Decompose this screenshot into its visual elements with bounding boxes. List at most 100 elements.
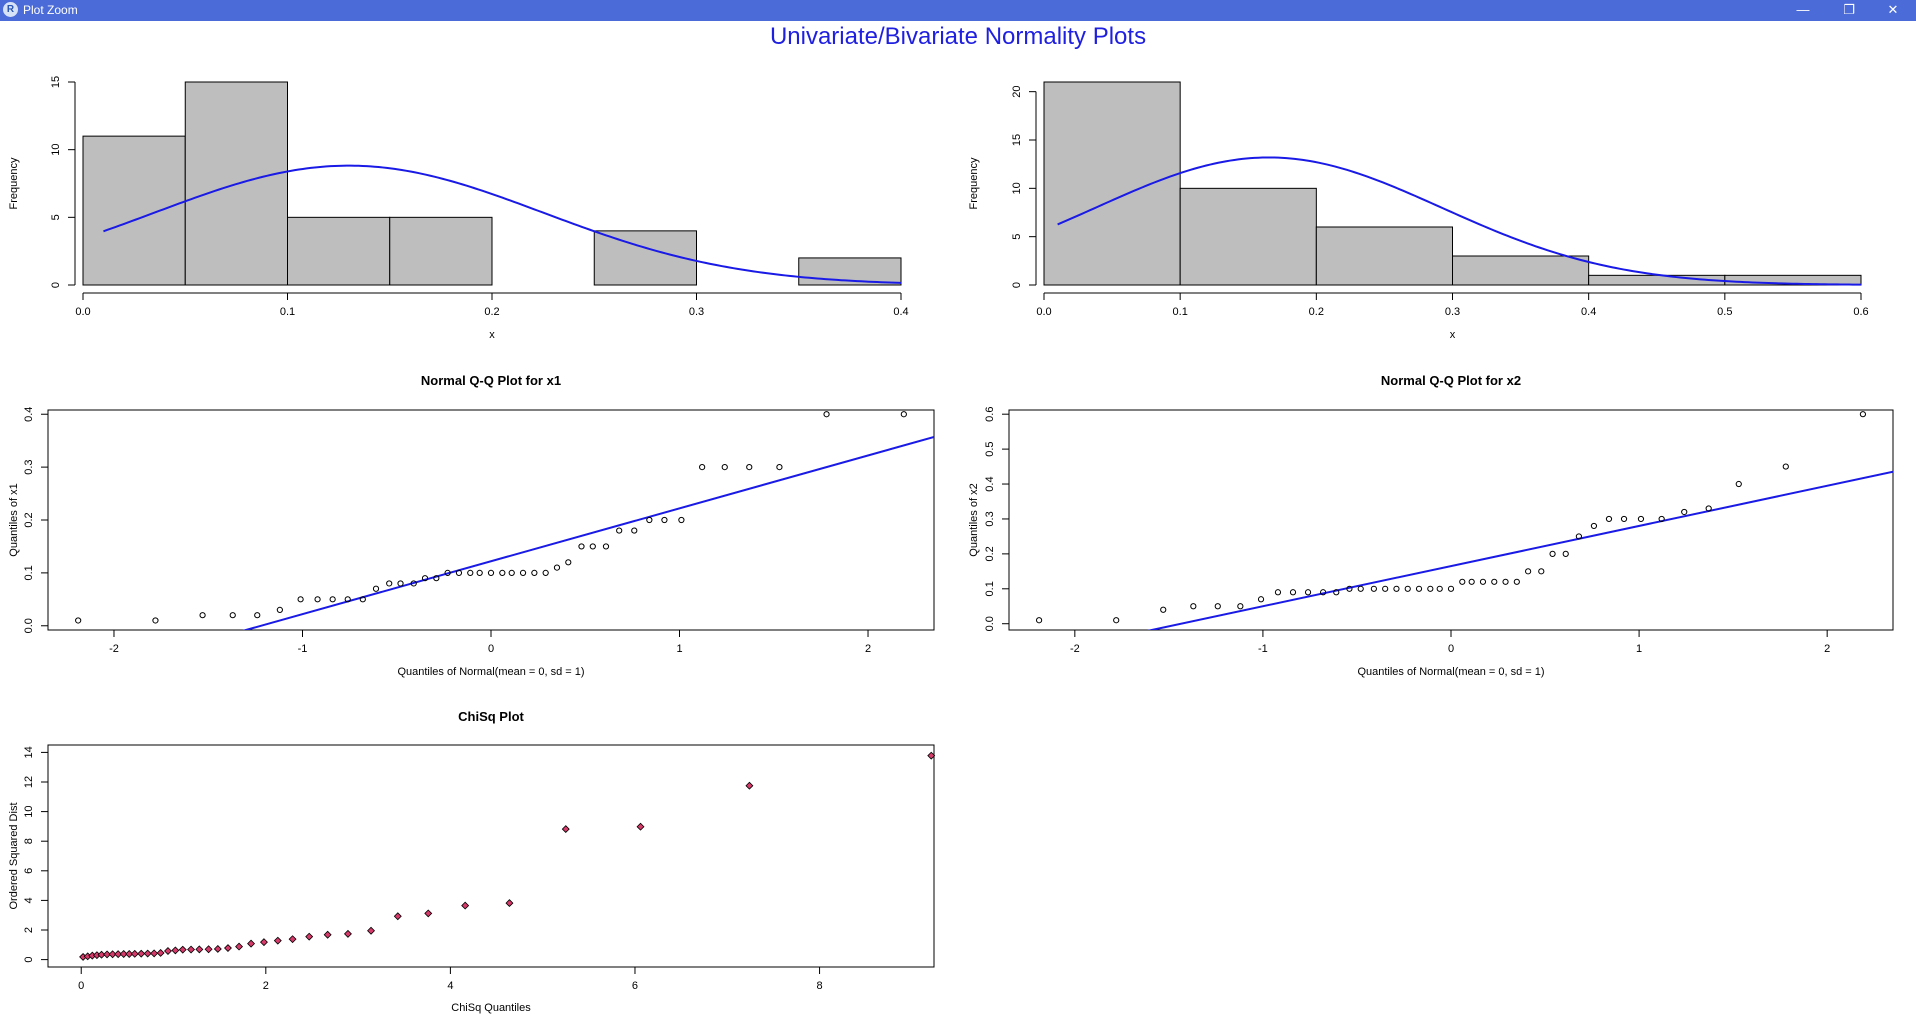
qq-point bbox=[1502, 578, 1509, 585]
qq-point bbox=[1370, 585, 1377, 592]
restore-button[interactable]: ❐ bbox=[1843, 2, 1855, 17]
qq-point bbox=[721, 464, 728, 471]
y-tick-label: 4 bbox=[23, 897, 35, 903]
chisq-point bbox=[343, 929, 352, 938]
x-tick-label: 8 bbox=[816, 980, 822, 992]
qq-point bbox=[1562, 550, 1569, 557]
qq-point bbox=[372, 585, 380, 592]
qq-point bbox=[254, 612, 261, 619]
qq-point bbox=[746, 464, 753, 471]
y-tick-label: 0.6 bbox=[984, 407, 996, 422]
minimize-button[interactable]: — bbox=[1796, 2, 1810, 17]
qq-point bbox=[1491, 578, 1498, 585]
y-tick-label: 0.1 bbox=[984, 581, 996, 596]
y-tick-label: 0.5 bbox=[984, 441, 996, 456]
x-axis: 0 2 4 6 8 bbox=[78, 967, 823, 992]
qq-point bbox=[602, 543, 610, 550]
x-tick-label: 0.1 bbox=[280, 306, 295, 318]
x-tick-label: 0.5 bbox=[1717, 306, 1732, 318]
histogram-bar bbox=[1179, 187, 1317, 286]
qq-point bbox=[1735, 480, 1742, 488]
y-tick-label: 20 bbox=[1011, 86, 1023, 98]
chisq-point bbox=[561, 825, 570, 834]
x-axis: -2 -1 0 1 2 bbox=[1070, 630, 1830, 655]
y-tick-label: 10 bbox=[50, 144, 62, 156]
qq-point bbox=[1404, 585, 1411, 592]
chisq-point bbox=[178, 945, 187, 954]
qq-point bbox=[1274, 589, 1282, 596]
y-tick-label: 0.0 bbox=[23, 618, 35, 633]
qq-point bbox=[1190, 603, 1197, 610]
close-button[interactable]: ✕ bbox=[1887, 2, 1899, 17]
chisq-point bbox=[273, 936, 282, 945]
x-tick-label: 0.1 bbox=[1173, 306, 1188, 318]
chisq-point bbox=[305, 932, 314, 941]
qq-point bbox=[565, 559, 572, 566]
y-tick-label: 0.0 bbox=[984, 616, 996, 631]
chisq-point bbox=[288, 935, 297, 944]
qq-point bbox=[1575, 533, 1582, 540]
plot-frame bbox=[1008, 409, 1894, 631]
qq-point bbox=[1658, 515, 1665, 523]
qq-point bbox=[699, 464, 706, 471]
x-tick-label: -1 bbox=[298, 643, 308, 655]
x-tick-label: 4 bbox=[447, 980, 453, 992]
x-tick-label: 0 bbox=[1448, 643, 1454, 655]
qq-point bbox=[661, 516, 668, 524]
qq-point bbox=[467, 569, 474, 576]
y-tick-label: 0.3 bbox=[984, 511, 996, 526]
qq-point bbox=[508, 569, 515, 576]
qq-point bbox=[900, 411, 907, 418]
chisq-point bbox=[323, 930, 332, 939]
x-tick-label: 0.4 bbox=[893, 306, 908, 318]
y-tick-label: 0.2 bbox=[23, 512, 35, 527]
x-tick-label: 0.2 bbox=[1309, 306, 1324, 318]
plot-frame bbox=[47, 744, 935, 968]
qq-point bbox=[1782, 463, 1789, 470]
qq-point bbox=[476, 569, 483, 576]
y-axis: 0.0 0.1 0.2 0.3 0.4 0.5 0.6 bbox=[984, 407, 1009, 631]
qq-point bbox=[578, 543, 585, 550]
chisq-point bbox=[164, 947, 172, 955]
qq-point bbox=[1427, 585, 1434, 592]
window-title: Plot Zoom bbox=[23, 3, 78, 17]
window-titlebar: R Plot Zoom — ❐ ✕ bbox=[0, 0, 1916, 21]
chisq-point bbox=[130, 949, 139, 958]
qq-point bbox=[1468, 578, 1475, 585]
x-tick-label: 0 bbox=[488, 643, 494, 655]
y-tick-label: 0 bbox=[50, 282, 62, 288]
chisq-point bbox=[247, 939, 256, 948]
x-axis: 0.0 0.1 0.2 0.3 0.4 bbox=[75, 292, 909, 318]
x-tick-label: 0.2 bbox=[484, 306, 499, 318]
qq-point bbox=[1320, 589, 1327, 596]
x-tick-label: -2 bbox=[1070, 643, 1080, 655]
chisq-point bbox=[150, 949, 159, 958]
chisq-point bbox=[259, 938, 268, 947]
qq-point bbox=[1304, 589, 1312, 596]
histogram-bar bbox=[1452, 255, 1590, 286]
y-axis: 0 5 10 15 20 bbox=[1011, 86, 1037, 288]
qq-point bbox=[1237, 603, 1244, 610]
chisq-point bbox=[461, 901, 470, 910]
chisq-point bbox=[505, 899, 514, 908]
chisq-point bbox=[156, 948, 165, 957]
y-tick-label: 0.4 bbox=[23, 407, 35, 422]
qq-point bbox=[1859, 411, 1867, 418]
y-tick-label: 0 bbox=[23, 957, 35, 963]
qq-point bbox=[1459, 578, 1466, 585]
qq-point bbox=[589, 543, 596, 550]
qq-reference-line bbox=[242, 436, 934, 630]
qq-point bbox=[1357, 585, 1364, 592]
normal-density-curve bbox=[1057, 156, 1862, 286]
x-tick-label: 0.3 bbox=[689, 306, 704, 318]
chisq-point bbox=[424, 909, 433, 918]
chisq-point bbox=[393, 912, 402, 921]
x-tick-label: 0.0 bbox=[75, 306, 90, 318]
x-tick-label: 0.0 bbox=[1036, 306, 1051, 318]
chisq-point bbox=[187, 945, 196, 954]
qq-point bbox=[487, 569, 495, 576]
y-axis-label: Quantiles of x1 bbox=[8, 483, 20, 556]
y-tick-label: 10 bbox=[1011, 182, 1023, 194]
x-tick-label: 2 bbox=[865, 643, 871, 655]
